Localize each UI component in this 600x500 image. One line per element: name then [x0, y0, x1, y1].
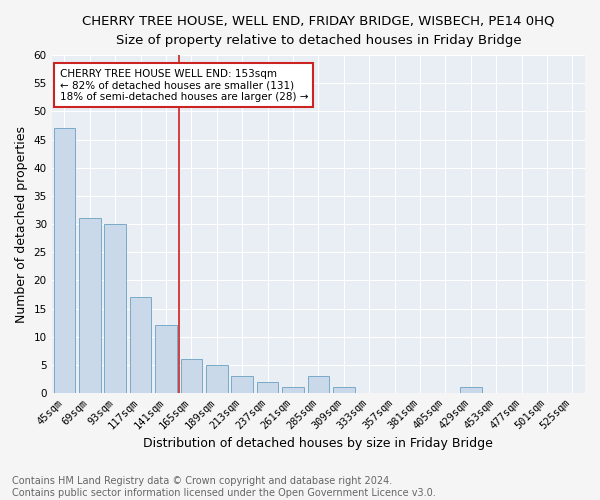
Bar	[206, 365, 227, 393]
Bar	[308, 376, 329, 393]
Bar	[257, 382, 278, 393]
X-axis label: Distribution of detached houses by size in Friday Bridge: Distribution of detached houses by size …	[143, 437, 493, 450]
Bar	[282, 388, 304, 393]
Title: CHERRY TREE HOUSE, WELL END, FRIDAY BRIDGE, WISBECH, PE14 0HQ
Size of property r: CHERRY TREE HOUSE, WELL END, FRIDAY BRID…	[82, 15, 554, 47]
Bar	[181, 359, 202, 393]
Bar	[53, 128, 75, 393]
Text: Contains HM Land Registry data © Crown copyright and database right 2024.
Contai: Contains HM Land Registry data © Crown c…	[12, 476, 436, 498]
Bar	[104, 224, 126, 393]
Bar	[232, 376, 253, 393]
Text: CHERRY TREE HOUSE WELL END: 153sqm
← 82% of detached houses are smaller (131)
18: CHERRY TREE HOUSE WELL END: 153sqm ← 82%…	[59, 68, 308, 102]
Bar	[155, 326, 177, 393]
Bar	[130, 298, 151, 393]
Y-axis label: Number of detached properties: Number of detached properties	[15, 126, 28, 322]
Bar	[333, 388, 355, 393]
Bar	[79, 218, 101, 393]
Bar	[460, 388, 482, 393]
